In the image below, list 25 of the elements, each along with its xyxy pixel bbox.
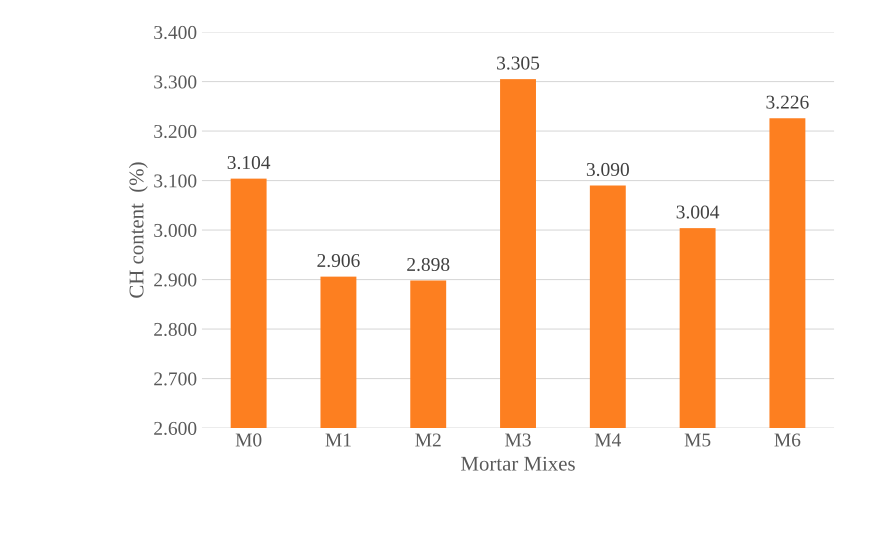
y-tick-label: 2.800	[154, 322, 196, 336]
data-label: 3.004	[676, 205, 720, 219]
y-tick-label: 2.600	[154, 422, 196, 436]
y-tick-label: 3.100	[154, 174, 196, 188]
y-tick-label: 3.300	[154, 75, 196, 89]
x-tick-label: M1	[325, 434, 351, 446]
data-label: 2.898	[407, 258, 450, 272]
x-tick-label: M5	[684, 434, 710, 447]
y-tick-label: 2.700	[154, 372, 196, 386]
data-label: 3.226	[766, 96, 809, 109]
data-label: 3.305	[497, 56, 540, 70]
x-tick-label: M2	[415, 433, 441, 446]
data-label: 3.090	[586, 162, 629, 176]
data-label: 2.906	[317, 254, 360, 268]
x-tick-label: M0	[236, 433, 262, 447]
x-tick-label: M6	[774, 433, 800, 447]
data-label: 3.104	[228, 156, 270, 170]
y-tick-label: 3.200	[154, 124, 196, 138]
y-tick-label: 3.400	[154, 26, 196, 40]
y-tick-label: 2.900	[154, 273, 196, 287]
y-tick-label: 3.000	[154, 224, 196, 238]
x-tick-label: M3	[505, 433, 531, 447]
x-tick-label: M4	[594, 434, 622, 446]
x-axis-title: Mortar Mixes	[461, 456, 575, 471]
y-axis-title: CH content (%)	[128, 162, 148, 298]
